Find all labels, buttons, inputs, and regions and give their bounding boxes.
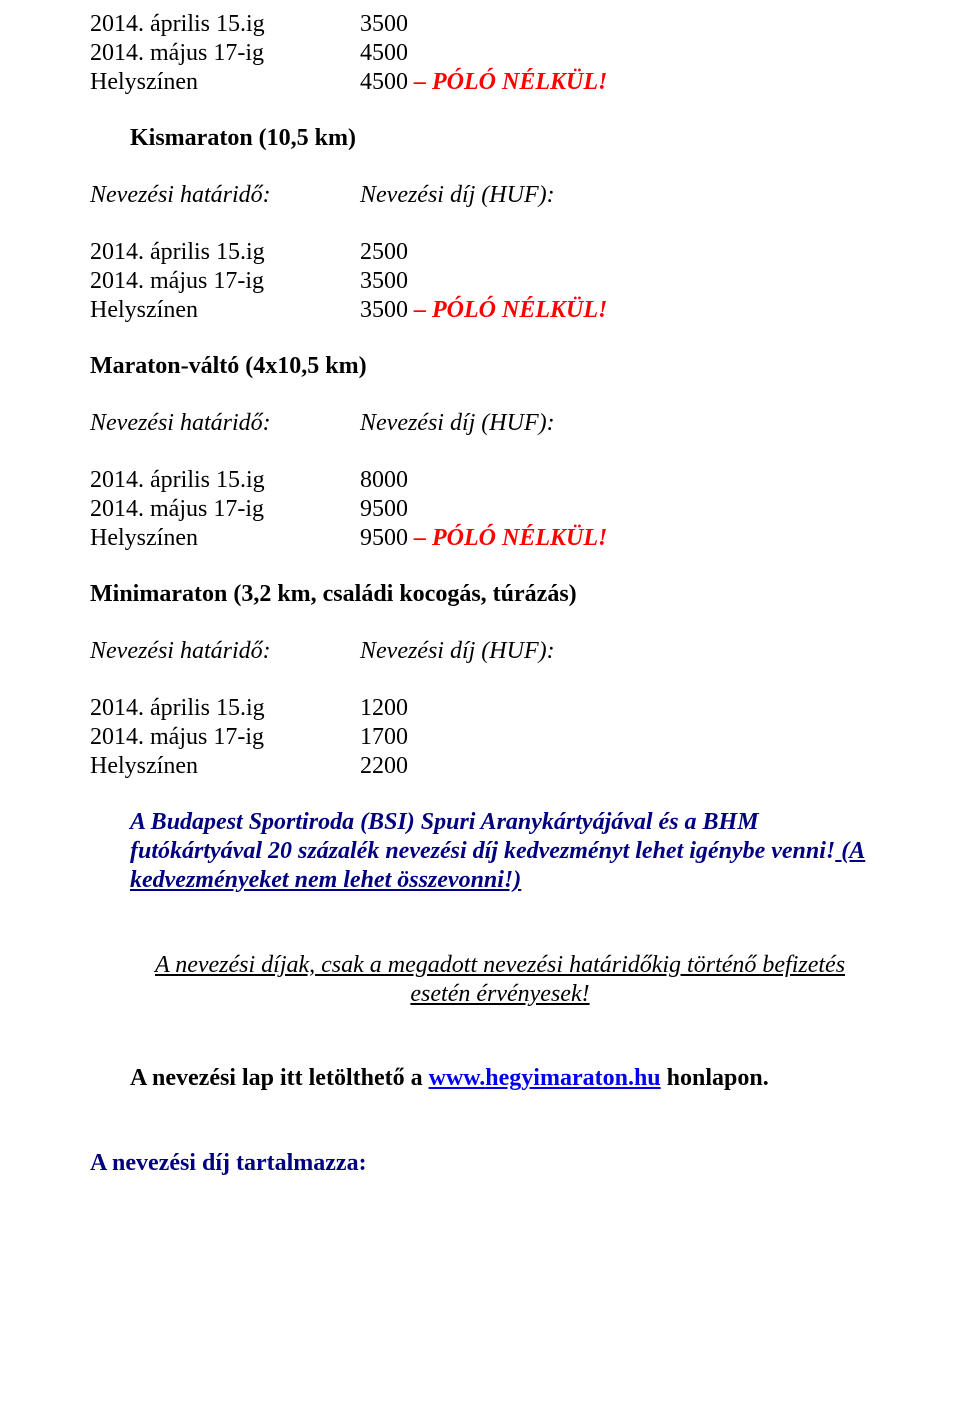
no-shirt-note: – PÓLÓ NÉLKÜL! (408, 69, 607, 95)
section-title-minimaraton: Minimaraton (3,2 km, családi kocogás, tú… (90, 580, 870, 609)
price-cell: 3500 (360, 267, 870, 296)
price-row: 2014. április 15.ig 1200 (90, 694, 870, 723)
price-row: 2014. április 15.ig 3500 (90, 10, 870, 39)
price-cell: 2200 (360, 752, 870, 781)
download-link[interactable]: www.hegyimaraton.hu (429, 1065, 661, 1091)
header-deadline: Nevezési határidő: (90, 181, 360, 210)
header-row: Nevezési határidő: Nevezési díj (HUF): (90, 409, 870, 438)
download-pre: A nevezési lap itt letölthető a (130, 1065, 429, 1091)
price-cell: 4500 (360, 39, 870, 68)
header-deadline: Nevezési határidő: (90, 637, 360, 666)
deadline-cell: 2014. május 17-ig (90, 39, 360, 68)
price-cell: 1200 (360, 694, 870, 723)
price-row: Helyszínen 3500 – PÓLÓ NÉLKÜL! (90, 296, 870, 325)
section-title-kismaraton: Kismaraton (10,5 km) (90, 124, 870, 153)
deadline-cell: Helyszínen (90, 524, 360, 553)
price-cell: 2500 (360, 238, 870, 267)
header-row: Nevezési határidő: Nevezési díj (HUF): (90, 637, 870, 666)
price-cell: 1700 (360, 723, 870, 752)
deadline-cell: 2014. május 17-ig (90, 723, 360, 752)
deadline-cell: 2014. április 15.ig (90, 694, 360, 723)
discount-paragraph: A Budapest Sportiroda (BSI) Spuri Aranyk… (90, 808, 870, 894)
header-deadline: Nevezési határidő: (90, 409, 360, 438)
discount-part1: A Budapest Sportiroda (BSI) Spuri Arany (130, 809, 542, 835)
price-row: 2014. május 17-ig 1700 (90, 723, 870, 752)
validity-note: A nevezési díjak, csak a megadott nevezé… (90, 951, 870, 1009)
header-price: Nevezési díj (HUF): (360, 409, 870, 438)
price-cell: 4500 – PÓLÓ NÉLKÜL! (360, 68, 870, 97)
header-price: Nevezési díj (HUF): (360, 181, 870, 210)
deadline-cell: 2014. április 15.ig (90, 466, 360, 495)
deadline-cell: 2014. április 15.ig (90, 10, 360, 39)
download-post: honlapon. (661, 1065, 769, 1091)
price-row: Helyszínen 2200 (90, 752, 870, 781)
price-cell: 9500 (360, 495, 870, 524)
price-cell: 9500 – PÓLÓ NÉLKÜL! (360, 524, 870, 553)
deadline-cell: 2014. május 17-ig (90, 267, 360, 296)
price-row: 2014. május 17-ig 4500 (90, 39, 870, 68)
header-row: Nevezési határidő: Nevezési díj (HUF): (90, 181, 870, 210)
price-row: 2014. április 15.ig 2500 (90, 238, 870, 267)
price-cell: 3500 (360, 10, 870, 39)
price-row: 2014. május 17-ig 9500 (90, 495, 870, 524)
price-row: 2014. május 17-ig 3500 (90, 267, 870, 296)
section-title-maraton-valto: Maraton-váltó (4x10,5 km) (90, 352, 870, 381)
price-row: Helyszínen 4500 – PÓLÓ NÉLKÜL! (90, 68, 870, 97)
price-value: 3500 (360, 297, 408, 323)
price-cell: 3500 – PÓLÓ NÉLKÜL! (360, 296, 870, 325)
deadline-cell: Helyszínen (90, 752, 360, 781)
price-cell: 8000 (360, 466, 870, 495)
deadline-cell: 2014. május 17-ig (90, 495, 360, 524)
fee-includes-heading: A nevezési díj tartalmazza: (90, 1149, 870, 1178)
deadline-cell: 2014. április 15.ig (90, 238, 360, 267)
header-price: Nevezési díj (HUF): (360, 637, 870, 666)
price-value: 4500 (360, 69, 408, 95)
deadline-cell: Helyszínen (90, 68, 360, 97)
deadline-cell: Helyszínen (90, 296, 360, 325)
price-value: 9500 (360, 525, 408, 551)
price-row: 2014. április 15.ig 8000 (90, 466, 870, 495)
download-line: A nevezési lap itt letölthető a www.hegy… (90, 1064, 870, 1093)
no-shirt-note: – PÓLÓ NÉLKÜL! (408, 525, 607, 551)
price-row: Helyszínen 9500 – PÓLÓ NÉLKÜL! (90, 524, 870, 553)
no-shirt-note: – PÓLÓ NÉLKÜL! (408, 297, 607, 323)
